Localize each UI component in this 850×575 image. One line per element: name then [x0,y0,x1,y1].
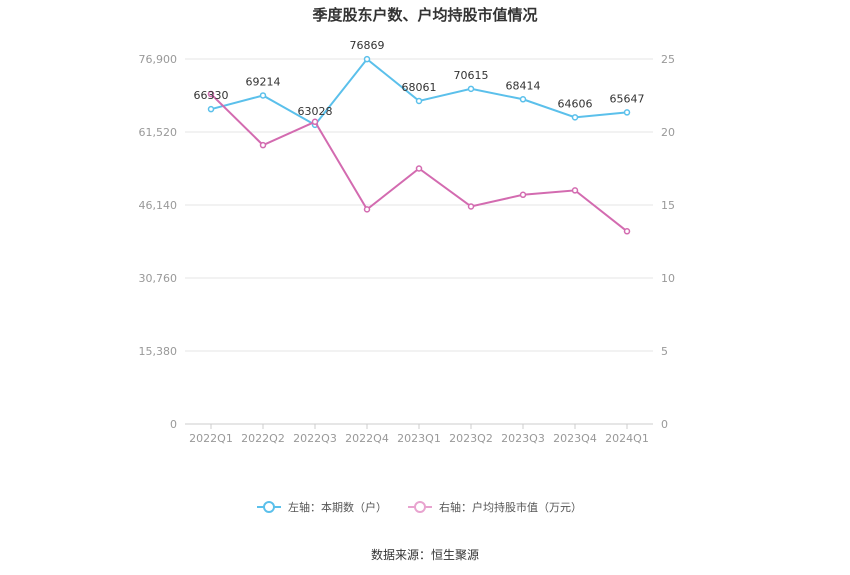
data-label: 69214 [246,75,281,88]
data-point-right[interactable] [311,118,319,126]
x-tick-label: 2023Q2 [449,432,493,445]
left-tick-label: 61,520 [139,126,178,139]
data-point-left[interactable] [623,109,631,116]
left-tick-label: 76,900 [139,53,178,66]
grid [185,58,653,425]
left-tick-label: 0 [170,418,177,431]
legend-marker-right [414,501,426,513]
x-axis: 2022Q1 2022Q2 2022Q3 2022Q4 2023Q1 2023Q2 2023… [189,424,649,445]
data-label: 70615 [454,69,489,82]
legend-item-left[interactable]: 左轴：本期数（户） [257,500,387,514]
data-point-right[interactable] [519,191,527,199]
left-axis: 0 15,380 30,760 46,140 61,520 76,900 [139,53,178,431]
data-point-left[interactable] [415,97,423,105]
data-label: 68414 [506,79,541,92]
legend[interactable]: 左轴：本期数（户） 右轴：户均持股市值（万元） [257,500,582,514]
data-label: 66330 [194,89,229,102]
data-point-right[interactable] [415,165,423,172]
data-label: 63028 [298,105,333,118]
data-point-right[interactable] [467,203,475,210]
legend-label-left: 左轴：本期数（户） [288,500,387,514]
legend-marker-left [263,501,275,513]
data-label: 65647 [610,92,645,105]
right-tick-label: 0 [661,418,668,431]
data-point-right[interactable] [571,187,579,194]
data-point-right[interactable] [363,206,371,213]
chart-title: 季度股东户数、户均持股市值情况 [312,6,537,24]
series-layer [207,55,631,235]
data-label: 64606 [558,97,593,110]
x-tick-label: 2022Q1 [189,432,233,445]
data-point-left[interactable] [519,96,527,103]
right-axis: 0 5 10 15 20 25 [661,53,675,431]
data-point-right[interactable] [259,141,267,149]
legend-label-right: 右轴：户均持股市值（万元） [439,500,582,514]
x-tick-label: 2024Q1 [605,432,649,445]
x-tick-label: 2022Q3 [293,432,337,445]
x-tick-label: 2022Q2 [241,432,285,445]
data-point-left[interactable] [467,85,475,93]
x-tick-label: 2023Q3 [501,432,545,445]
data-label: 76869 [350,39,385,52]
data-point-right[interactable] [207,90,215,98]
right-tick-label: 20 [661,126,675,139]
right-tick-label: 25 [661,53,675,66]
right-tick-label: 15 [661,199,675,212]
right-tick-label: 5 [661,345,668,358]
legend-item-right[interactable]: 右轴：户均持股市值（万元） [408,500,582,514]
data-point-left[interactable] [363,55,371,63]
data-point-right[interactable] [623,228,631,235]
x-tick-label: 2022Q4 [345,432,389,445]
data-label: 68061 [402,81,437,94]
data-point-left[interactable] [207,105,215,113]
left-tick-label: 15,380 [139,345,178,358]
left-tick-label: 46,140 [139,199,178,212]
data-point-left[interactable] [259,92,267,99]
data-point-left[interactable] [571,114,579,121]
left-tick-label: 30,760 [139,272,178,285]
data-source: 数据来源：恒生聚源 [371,547,479,562]
x-tick-label: 2023Q1 [397,432,441,445]
x-tick-label: 2023Q4 [553,432,597,445]
data-labels: 66330 69214 63028 76869 68061 70615 68414 64606… [194,39,645,118]
right-tick-label: 10 [661,272,675,285]
